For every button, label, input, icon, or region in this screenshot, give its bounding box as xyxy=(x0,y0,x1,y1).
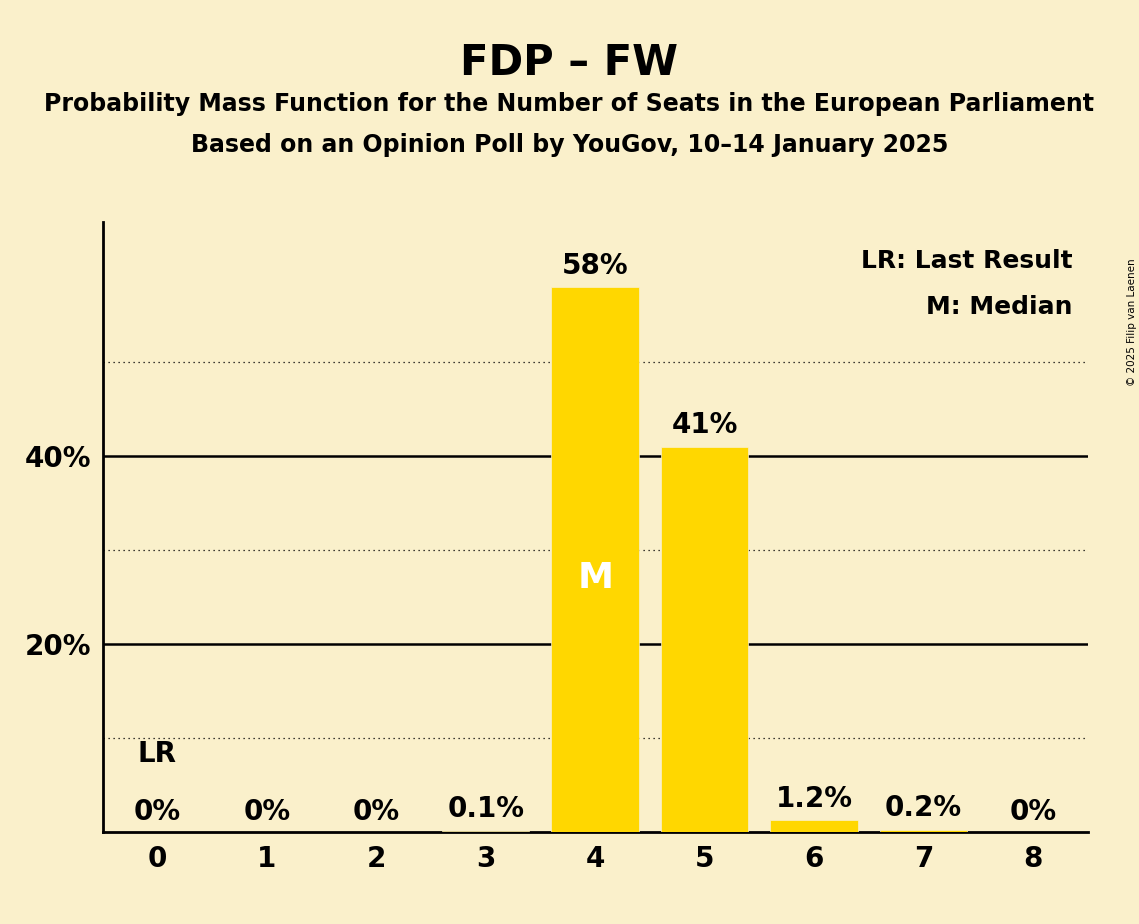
Text: 41%: 41% xyxy=(671,411,738,440)
Text: FDP – FW: FDP – FW xyxy=(460,42,679,83)
Bar xyxy=(770,821,858,832)
Text: 0%: 0% xyxy=(133,798,181,826)
Text: M: M xyxy=(577,561,613,595)
Text: LR: LR xyxy=(138,740,177,768)
Bar xyxy=(661,447,748,832)
Text: LR: Last Result: LR: Last Result xyxy=(861,249,1073,274)
Text: 1.2%: 1.2% xyxy=(776,784,853,813)
Bar xyxy=(442,831,530,832)
Text: Probability Mass Function for the Number of Seats in the European Parliament: Probability Mass Function for the Number… xyxy=(44,92,1095,116)
Text: 0.1%: 0.1% xyxy=(448,796,524,823)
Text: 58%: 58% xyxy=(562,252,629,280)
Text: 0.2%: 0.2% xyxy=(885,795,962,822)
Text: © 2025 Filip van Laenen: © 2025 Filip van Laenen xyxy=(1126,259,1137,386)
Text: 0%: 0% xyxy=(1009,798,1057,826)
Bar xyxy=(551,287,639,832)
Bar xyxy=(879,830,967,832)
Text: 0%: 0% xyxy=(353,798,400,826)
Text: Based on an Opinion Poll by YouGov, 10–14 January 2025: Based on an Opinion Poll by YouGov, 10–1… xyxy=(191,133,948,157)
Text: M: Median: M: Median xyxy=(926,295,1073,319)
Text: 0%: 0% xyxy=(243,798,290,826)
